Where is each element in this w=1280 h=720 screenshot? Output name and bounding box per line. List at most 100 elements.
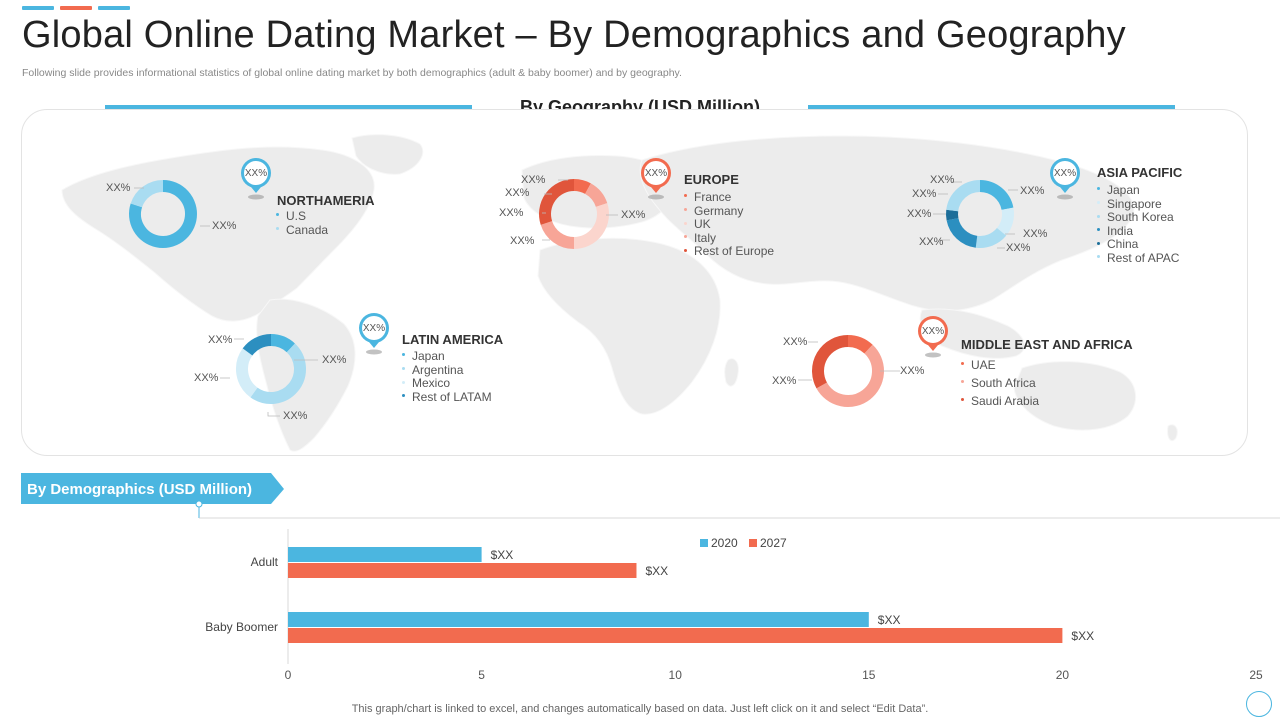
region-title-latin-america: LATIN AMERICA (402, 332, 504, 347)
map-asia (639, 135, 1135, 312)
pin-label: XX% (644, 168, 668, 179)
donut-slice-uk (573, 203, 609, 249)
y-axis-categories: Adult Baby Boomer (205, 555, 278, 634)
legend-label: Canada (286, 222, 329, 237)
donut-slice-uae (847, 335, 873, 354)
pct-label: XX% (208, 334, 233, 346)
pin-label: XX% (921, 326, 945, 337)
pct-label: XX% (1023, 228, 1048, 240)
legend-label: France (694, 190, 732, 204)
map-greenland (351, 134, 424, 175)
donut-slice-france (573, 179, 591, 195)
donut-slice-india (946, 217, 978, 248)
map-new-zealand (1167, 424, 1178, 442)
x-tick-label: 10 (669, 668, 683, 682)
pct-label: XX% (283, 410, 308, 422)
legend-label: Mexico (412, 376, 451, 391)
region-title-asia-pacific: ASIA PACIFIC (1097, 165, 1183, 180)
bar-adult-2027 (288, 563, 637, 578)
legend-label: Singapore (1107, 196, 1162, 211)
donut-slice-canada (130, 180, 164, 208)
bar-data-label: $XX (1071, 629, 1094, 643)
map-pin-icon (241, 158, 271, 200)
legend-dot (402, 366, 405, 370)
map-australia (1013, 361, 1136, 431)
legend-label: UAE (971, 358, 996, 372)
banner-connector (195, 500, 1280, 519)
legend-label: South Korea (1107, 210, 1174, 225)
accent-bar (60, 6, 92, 10)
legend-dot (961, 362, 964, 366)
pct-label: XX% (212, 220, 237, 232)
map-africa (537, 237, 721, 415)
pct-label: XX% (900, 365, 925, 377)
legend-label: Argentina (412, 362, 464, 377)
pct-label: XX% (510, 235, 535, 247)
donut-middle-east-africa (812, 335, 884, 407)
pct-label: XX% (919, 236, 944, 248)
legend-item: Rest of LATAM (402, 389, 492, 405)
legend-dot (684, 235, 687, 239)
legend-label: Rest of LATAM (412, 389, 492, 404)
accent-bar (22, 6, 54, 10)
bar-data-label: $XX (878, 613, 901, 627)
legend-dot (684, 221, 687, 225)
map-pin-icon (359, 313, 389, 355)
pct-label: XX% (1020, 185, 1045, 197)
legend-label-2020: 2020 (711, 536, 738, 550)
bar-data-label: $XX (491, 548, 514, 562)
legend-item: China (1097, 238, 1179, 252)
donut-north-america (129, 180, 197, 248)
map-pin-icon (641, 158, 671, 200)
legend-label: Italy (694, 230, 717, 245)
demographics-heading: By Demographics (USD Million) (27, 481, 253, 498)
legend-label: South Africa (971, 376, 1036, 390)
legend-label: Rest of APAC (1107, 250, 1180, 265)
x-tick-label: 0 (285, 668, 292, 682)
page-subtitle: Following slide provides informational s… (22, 67, 682, 79)
pct-label: XX% (106, 182, 131, 194)
title-accent-bars (22, 6, 130, 10)
donut-europe (539, 179, 609, 249)
donut-slice-japan (979, 180, 1014, 211)
pct-label: XX% (783, 336, 808, 348)
legend-item: France (684, 190, 774, 205)
legend-item: Italy (684, 230, 774, 246)
legend-item: UK (684, 217, 774, 232)
donut-latin-america (236, 334, 306, 404)
pct-label: XX% (930, 174, 955, 186)
legend-label: Japan (412, 349, 445, 363)
donut-asia-pacific (946, 180, 1014, 248)
x-tick-label: 20 (1056, 668, 1070, 682)
x-tick-label: 25 (1249, 668, 1263, 682)
region-legend-latin-america: Japan Argentina Mexico Rest of LATAM (402, 349, 492, 405)
donut-slice-south-korea (975, 227, 1007, 248)
legend-item: Rest of APAC (1097, 250, 1180, 266)
donut-slice-saudi-arabia (812, 335, 849, 389)
donut-slice-rest-of-latam (242, 334, 272, 356)
region-legend-europe: France Germany UK Italy Rest of Europe (684, 190, 774, 259)
pct-label: XX% (322, 354, 347, 366)
legend-item: U.S (276, 209, 328, 224)
legend-label: Germany (694, 203, 744, 218)
pct-label: XX% (1006, 242, 1031, 254)
bar-adult-2020 (288, 547, 482, 562)
legend-item: Germany (684, 203, 774, 219)
donut-slice-mexico (236, 348, 258, 398)
map-madagascar (724, 358, 739, 387)
legend-dot (276, 226, 279, 230)
legend-item: Argentina (402, 362, 492, 378)
legend-dot (402, 380, 405, 384)
donut-slice-rest-of-europe (539, 179, 575, 225)
legend-label-2027: 2027 (760, 536, 787, 550)
page-title: Global Online Dating Market – By Demogra… (22, 14, 1126, 56)
legend-dot (1097, 255, 1100, 259)
legend-dot (1097, 187, 1100, 191)
region-donuts (129, 179, 1018, 417)
legend-label: Saudi Arabia (971, 394, 1040, 408)
pct-label: XX% (772, 375, 797, 387)
corner-circle-icon (1246, 691, 1272, 717)
donut-slice-japan (270, 334, 295, 353)
donut-slice-south-africa (816, 344, 884, 407)
pct-label: XX% (621, 209, 646, 221)
